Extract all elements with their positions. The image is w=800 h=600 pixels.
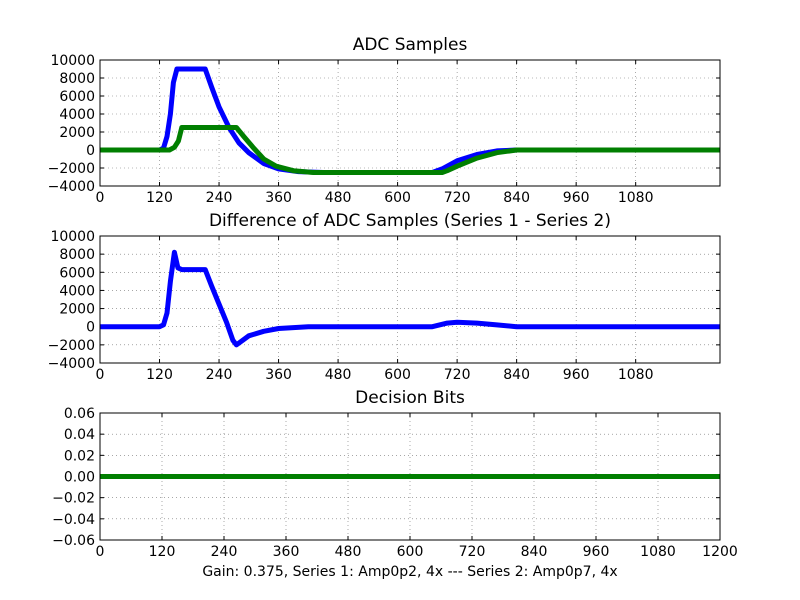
x-tick-label: 600 (384, 190, 411, 206)
x-tick-label: 240 (206, 190, 233, 206)
figure-caption: Gain: 0.375, Series 1: Amp0p2, 4x --- Se… (202, 564, 617, 580)
chart-title: Difference of ADC Samples (Series 1 - Se… (209, 211, 611, 231)
x-tick-label: 1080 (640, 544, 676, 560)
x-tick-label: 480 (325, 190, 352, 206)
y-tick-label: 4000 (59, 107, 95, 123)
y-tick-label: 0.02 (64, 448, 95, 464)
y-tick-label: 0 (86, 320, 95, 336)
x-tick-label: 360 (273, 544, 300, 560)
y-tick-label: −2000 (48, 161, 95, 177)
y-tick-label: 0.00 (64, 470, 95, 486)
series-line-2 (100, 125, 720, 175)
x-tick-label: 960 (563, 367, 590, 383)
y-tick-label: −4000 (48, 356, 95, 372)
x-tick-label: 120 (146, 367, 173, 383)
x-tick-label: 240 (211, 544, 238, 560)
plot-frame (99, 59, 721, 187)
plot-frame (99, 412, 721, 541)
series-line-1 (100, 249, 720, 348)
x-tick-label: 1080 (618, 367, 654, 383)
chart-title: ADC Samples (353, 35, 468, 55)
y-tick-label: 10000 (50, 229, 95, 245)
y-tick-label: 0.04 (64, 427, 95, 443)
x-tick-label: 960 (563, 190, 590, 206)
y-tick-label: 6000 (59, 89, 95, 105)
x-tick-label: 1080 (618, 190, 654, 206)
x-tick-label: 480 (325, 367, 352, 383)
decision-bits-chart: 0 120 240 360 480 600 720 840 960 1080 1200 −0.06 −0… (52, 388, 738, 560)
x-tick-label: 120 (149, 544, 176, 560)
x-tick-label: 840 (521, 544, 548, 560)
y-tick-label: 8000 (59, 71, 95, 87)
x-tick-label: 0 (96, 544, 105, 560)
y-tick-label: 0 (86, 143, 95, 159)
y-tick-label: 8000 (59, 247, 95, 263)
y-tick-label: −0.04 (52, 512, 95, 528)
plot-frame (99, 235, 721, 364)
x-tick-label: 720 (459, 544, 486, 560)
x-tick-label: 840 (503, 367, 530, 383)
difference-chart: 0 120 240 360 480 600 720 840 960 1080−4000−20000… (48, 211, 721, 383)
x-tick-label: 120 (146, 190, 173, 206)
x-tick-label: 960 (583, 544, 610, 560)
y-tick-label: 4000 (59, 283, 95, 299)
y-tick-label: 0.06 (64, 406, 95, 422)
x-tick-label: 720 (444, 190, 471, 206)
x-tick-label: 360 (265, 190, 292, 206)
y-tick-label: −0.02 (52, 491, 95, 507)
x-tick-label: 720 (444, 367, 471, 383)
y-tick-label: 6000 (59, 265, 95, 281)
chart-title: Decision Bits (355, 388, 465, 408)
y-tick-label: −2000 (48, 338, 95, 354)
y-tick-label: −4000 (48, 179, 95, 195)
y-tick-label: 2000 (59, 125, 95, 141)
x-tick-label: 240 (206, 367, 233, 383)
y-tick-label: 2000 (59, 302, 95, 318)
x-tick-label: 1200 (702, 544, 738, 560)
y-tick-label: −0.06 (52, 533, 95, 549)
x-tick-label: 0 (96, 367, 105, 383)
adc-samples-chart: 0 120 240 360 480 600 720 840 960 1080−4000−20000… (48, 35, 721, 206)
x-tick-label: 600 (384, 367, 411, 383)
x-tick-label: 840 (503, 190, 530, 206)
y-tick-label: 10000 (50, 53, 95, 69)
x-tick-label: 600 (397, 544, 424, 560)
x-tick-label: 480 (335, 544, 362, 560)
x-tick-label: 0 (96, 190, 105, 206)
x-tick-label: 360 (265, 367, 292, 383)
series-line-1 (100, 66, 720, 175)
